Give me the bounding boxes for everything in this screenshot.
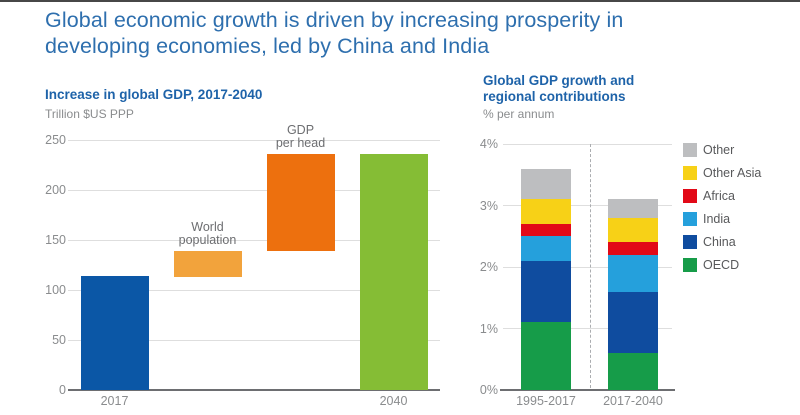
legend-label-china: China xyxy=(703,234,736,249)
stack-segment-1995-2017-other-asia xyxy=(521,199,571,224)
left-x-label-2040: 2040 xyxy=(379,394,408,408)
right-gridline-4 xyxy=(503,143,672,145)
right-y-tick-1: 1% xyxy=(479,321,498,336)
page-title-line-1: Global economic growth is driven by incr… xyxy=(45,8,624,32)
waterfall-bar-gdp-per-head xyxy=(266,154,335,251)
annotation-gdp-per-head: GDP per head xyxy=(231,124,371,150)
annotation-line: World xyxy=(191,220,224,234)
left-x-axis xyxy=(68,389,440,391)
left-gridline-200 xyxy=(68,189,440,191)
left-y-tick-0: 0 xyxy=(59,383,66,397)
right-y-tick-3: 3% xyxy=(479,198,498,213)
stack-segment-2017-2040-oecd xyxy=(608,353,658,390)
stack-segment-1995-2017-china xyxy=(521,260,571,323)
right-gridline-2 xyxy=(503,266,672,268)
page-title: Global economic growth is driven by incr… xyxy=(45,7,765,59)
legend-label-other-asia: Other Asia xyxy=(703,165,762,180)
legend-label-india: India xyxy=(703,211,731,226)
left-chart-unit-label: Trillion $US PPP xyxy=(45,107,134,121)
legend-swatch-africa xyxy=(683,189,697,203)
right-y-tick-0: 0% xyxy=(479,383,498,397)
left-gridline-50 xyxy=(68,339,440,341)
right-chart-title: Global GDP growth and regional contribut… xyxy=(483,73,634,105)
stack-segment-2017-2040-china xyxy=(608,291,658,354)
right-gridline-1 xyxy=(503,328,672,329)
right-chart-title-line-1: Global GDP growth and xyxy=(483,73,635,88)
waterfall-bar-world-population xyxy=(173,251,242,277)
stack-segment-2017-2040-africa xyxy=(608,242,658,255)
legend-swatch-india xyxy=(683,212,697,226)
period-divider-dashed-line xyxy=(589,144,591,388)
stack-segment-2017-2040-india xyxy=(608,254,658,292)
stack-segment-1995-2017-other xyxy=(521,168,571,200)
top-edge-strip xyxy=(0,0,800,2)
right-y-tick-2: 2% xyxy=(479,260,498,274)
legend-label-africa: Africa xyxy=(703,188,735,203)
annotation-world-population: World population xyxy=(138,221,278,247)
right-chart-title-line-2: regional contributions xyxy=(483,89,626,104)
right-x-label-1995-2017: 1995-2017 xyxy=(516,394,576,408)
right-x-label-2017-2040: 2017-2040 xyxy=(603,394,663,408)
stack-segment-2017-2040-other xyxy=(608,199,658,218)
stack-segment-2017-2040-other-asia xyxy=(608,217,658,243)
legend-swatch-other xyxy=(683,143,697,157)
right-chart-unit-label: % per annum xyxy=(483,107,555,121)
annotation-line: per head xyxy=(275,136,326,150)
left-y-tick-200: 200 xyxy=(45,183,66,197)
annotation-line: GDP xyxy=(286,123,315,137)
stack-segment-1995-2017-africa xyxy=(521,223,571,237)
legend-label-other: Other xyxy=(703,142,735,157)
legend-swatch-china xyxy=(683,235,697,249)
annotation-line: population xyxy=(178,233,237,247)
left-y-tick-50: 50 xyxy=(52,333,66,347)
left-gridline-100 xyxy=(68,289,440,291)
legend-swatch-oecd xyxy=(683,258,697,272)
left-x-label-2017: 2017 xyxy=(100,394,129,408)
left-chart-title: Increase in global GDP, 2017-2040 xyxy=(45,87,263,102)
right-y-tick-4: 4% xyxy=(479,137,498,151)
waterfall-bar-2040 xyxy=(359,154,428,390)
stack-segment-1995-2017-oecd xyxy=(521,322,571,390)
left-y-tick-250: 250 xyxy=(45,133,66,147)
left-gridline-150 xyxy=(68,239,440,241)
right-x-axis xyxy=(500,389,675,391)
right-gridline-3 xyxy=(503,205,672,206)
legend-label-oecd: OECD xyxy=(703,257,740,272)
left-gridline-250 xyxy=(68,139,440,141)
left-y-tick-150: 150 xyxy=(45,233,66,247)
stack-segment-1995-2017-india xyxy=(521,236,571,261)
left-y-tick-100: 100 xyxy=(45,283,66,297)
page-title-line-2: developing economies, led by China and I… xyxy=(45,34,490,58)
waterfall-bar-2017 xyxy=(80,276,149,390)
legend-swatch-other-asia xyxy=(683,166,697,180)
